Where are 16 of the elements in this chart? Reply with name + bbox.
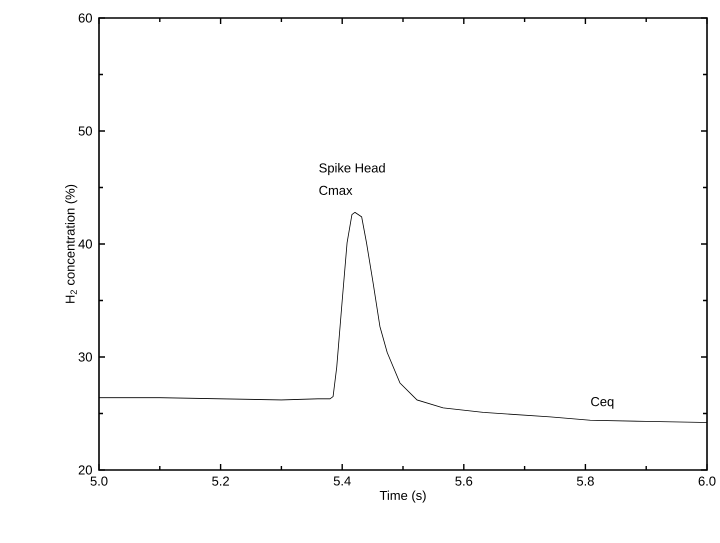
x-tick-label: 5.8 bbox=[576, 476, 594, 486]
annotation: Spike Head bbox=[319, 163, 385, 176]
x-axis-title: Time (s) bbox=[380, 490, 426, 503]
x-tick-label: 5.4 bbox=[334, 476, 351, 486]
x-tick-label: 6.0 bbox=[698, 476, 716, 486]
annotation: Cmax bbox=[319, 186, 352, 195]
y-tick-label: 50 bbox=[78, 126, 92, 136]
y-tick-label: 40 bbox=[78, 239, 92, 249]
y-axis-title: H$_{2}$ concentration (%) bbox=[65, 184, 78, 303]
annotation: Ceq bbox=[591, 397, 614, 409]
y-tick-label: 30 bbox=[78, 352, 92, 362]
x-tick-label: 5.2 bbox=[212, 476, 229, 486]
x-tick-label: 5.6 bbox=[455, 476, 472, 486]
x-tick-label: 5.0 bbox=[90, 476, 108, 486]
y-tick-label: 60 bbox=[78, 13, 92, 23]
y-tick-label: 20 bbox=[78, 465, 92, 475]
